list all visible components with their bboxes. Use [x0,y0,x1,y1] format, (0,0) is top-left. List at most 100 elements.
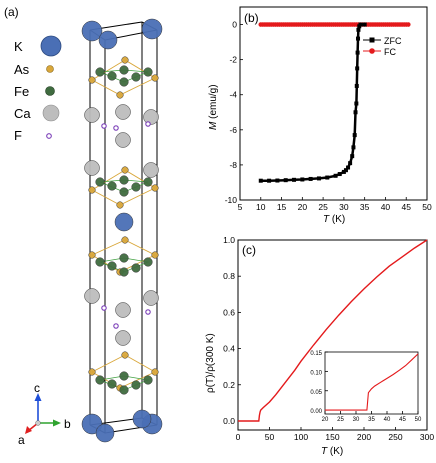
atom-ca [115,132,131,148]
c-ytick-label: 0.4 [223,344,235,354]
zfc-marker [283,178,288,183]
xlabel-c-unit: (K) [327,446,343,457]
atom-k [81,20,103,42]
xlabel-c: T (K) [321,446,343,457]
zfc-marker [355,50,360,55]
legend-label-ca: Ca [14,106,31,121]
legend-atom-k [40,35,62,57]
b-xtick-label: 5 [238,202,243,212]
atom-fe [95,257,105,267]
atom-fe [131,72,141,82]
b-xtick-label: 45 [401,202,411,212]
legend-label-zfc: ZFC [384,36,402,46]
atom-as [121,56,129,64]
atom-ca [115,104,131,120]
b-ytick-label: -4 [229,90,237,100]
inset-ytick-label: 0.10 [310,370,322,376]
atom-as [151,251,159,259]
ylabel-b-unit: (emu/g) [208,84,219,121]
atom-f [145,121,151,127]
panel-label-c: (c) [242,243,256,257]
atom-fe [95,67,105,77]
atom-as [116,201,124,209]
zfc-marker [346,165,351,170]
atom-fe [143,67,153,77]
atom-fe [119,253,129,263]
c-ytick-label: 0.6 [223,307,235,317]
atom-fe [107,261,117,271]
axis-b-label: b [64,417,71,431]
series-rho-line [238,239,428,422]
atom-fe [131,380,141,390]
legend-atom-as [46,65,54,73]
atom-fe [107,181,117,191]
atom-as [121,166,129,174]
atom-fe [119,65,129,75]
atom-f [113,125,119,131]
atom-fe [95,375,105,385]
atom-legend: K As Fe Ca F [14,35,62,143]
zfc-marker [354,101,359,106]
b-ytick-label: -8 [229,160,237,170]
atom-fe [119,385,129,395]
ylabel-b-var: M [208,121,219,130]
atom-as [88,186,96,194]
atom-as [121,351,129,359]
b-xtick-label: 15 [277,202,287,212]
series-zfc-line [260,23,365,182]
zfc-marker [258,178,263,183]
c-xtick-label: 0 [236,432,241,442]
c-xtick-label: 150 [325,432,339,442]
legend-label-fe: Fe [14,84,29,99]
inset-frame [324,351,419,415]
c-xtick-label: 50 [265,432,275,442]
b-xtick-label: 35 [360,202,370,212]
c-xtick-label: 100 [294,432,308,442]
b-ytick-label: 0 [232,20,237,30]
atom-ca [115,330,131,346]
b-ytick-label: -6 [229,125,237,135]
xlabel-b-unit: (K) [329,214,345,225]
zfc-marker [356,27,361,32]
c-xtick-label: 250 [388,432,402,442]
zfc-marker [348,161,353,166]
zfc-marker [352,133,357,138]
atom-fe [119,175,129,185]
inset-xtick-label: 25 [337,417,344,423]
atom-fe [107,379,117,389]
zfc-marker [362,22,367,27]
axis-ticks-b: 5 10 15 20 25 30 35 40 45 50 0 -2 -4 -6 -8 -10 [225,20,432,212]
atom-as [151,368,159,376]
legend-marker-fc [369,48,375,54]
inset-xtick-label: 40 [384,417,391,423]
b-xtick-label: 20 [298,202,308,212]
b-xtick-label: 50 [422,202,432,212]
atom-ca [143,162,159,178]
zfc-marker [341,169,346,174]
c-ytick-label: 0.0 [223,416,235,426]
atom-fe [131,182,141,192]
legend-marker-zfc [369,37,375,43]
atom-as [116,91,124,99]
inset-rho-line [325,353,419,411]
atom-ca [143,290,159,306]
atom-ca [143,109,159,125]
plot-frame-b [239,6,428,201]
xlabel-b-var: T [323,214,330,225]
legend-label-as: As [14,62,30,77]
resistivity-panel: (c) 0 50 100 150 200 250 300 0.0 0.2 0.4 0.6 0.8 1.0… [205,235,434,457]
atom-as [121,236,129,244]
atom-k [95,423,115,443]
series-b [258,22,411,183]
atom-fe [119,371,129,381]
zfc-marker [292,177,297,182]
fc-marker [406,22,411,27]
inset-ytick-label: 0.15 [310,351,322,357]
atom-as [88,368,96,376]
atom-f [101,123,107,129]
legend-atom-f [46,133,52,139]
b-xtick-label: 40 [381,202,391,212]
inset-plot: 20 25 30 35 40 45 50 0.00 0.05 0.10 0.15 [310,351,422,423]
zfc-marker [358,22,363,27]
